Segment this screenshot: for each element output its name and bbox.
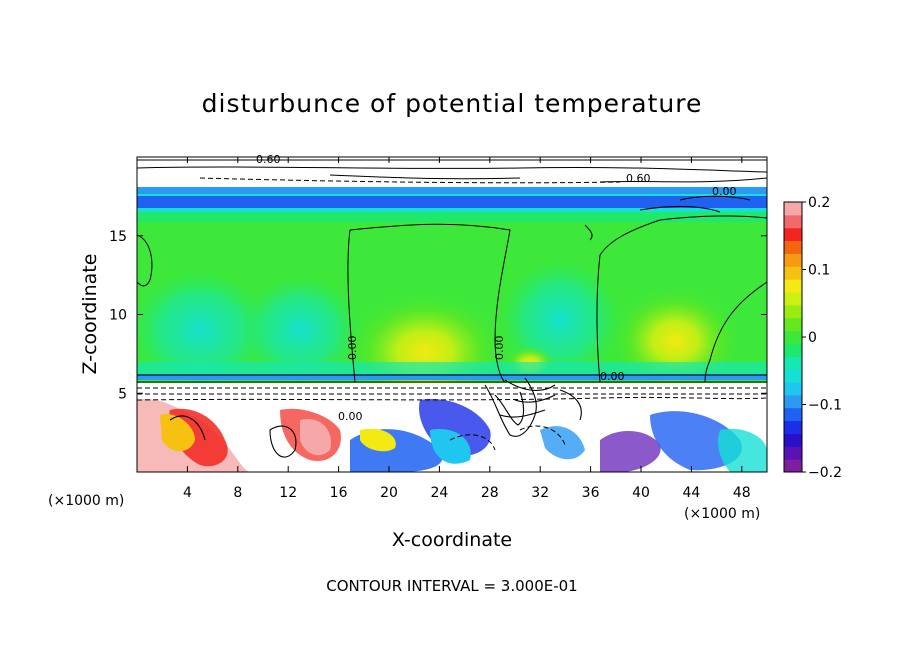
colorbar-swatch bbox=[784, 253, 802, 267]
contour-label-6: 0.00 bbox=[346, 336, 359, 361]
colorbar-swatch bbox=[784, 214, 802, 229]
colorbar-tick-label: −0.1 bbox=[808, 398, 842, 414]
colorbar-swatch bbox=[784, 394, 802, 409]
colorbar-swatch bbox=[784, 202, 802, 216]
colorbar-swatch bbox=[784, 279, 802, 293]
colorbar-swatch bbox=[784, 420, 802, 434]
plot-area bbox=[137, 157, 767, 472]
y-tick-label: 10 bbox=[109, 308, 127, 324]
field-band-green-transition bbox=[137, 212, 767, 222]
x-tick-label: 8 bbox=[233, 485, 242, 501]
contour-label-7: 0.00 bbox=[493, 336, 506, 361]
field-lower-blue-4 bbox=[540, 426, 585, 460]
y-axis: 5 10 15 bbox=[109, 229, 767, 402]
y-axis-unit: (×1000 m) bbox=[48, 493, 124, 509]
colorbar-swatch bbox=[784, 266, 802, 280]
field-lower-cyan-2 bbox=[718, 428, 767, 472]
colorbar bbox=[783, 201, 803, 473]
x-axis-unit: (×1000 m) bbox=[684, 506, 760, 522]
colorbar-swatch bbox=[784, 330, 802, 344]
field-band-mid-cyan bbox=[137, 362, 767, 376]
field-cool-blob-center bbox=[240, 275, 360, 385]
contour-lines-turbulent bbox=[169, 195, 751, 458]
x-axis: 4 8 12 16 20 24 28 32 36 40 44 48 bbox=[183, 157, 751, 501]
contour-label-4: 0.00 bbox=[338, 410, 363, 423]
colorbar-ticks: 0.2 0.1 0 −0.1 −0.2 bbox=[802, 195, 842, 481]
x-tick-label: 20 bbox=[380, 485, 398, 501]
colorbar-swatch bbox=[784, 459, 802, 473]
field-band-lightblue-upper bbox=[137, 186, 767, 194]
colorbar-swatch bbox=[784, 356, 802, 370]
x-tick-label: 40 bbox=[632, 485, 650, 501]
y-tick-label: 15 bbox=[109, 229, 127, 245]
x-axis-label: X-coordinate bbox=[392, 529, 512, 551]
colorbar-tick-label: −0.2 bbox=[808, 465, 842, 481]
colorbar-swatch bbox=[784, 227, 802, 242]
colorbar-tick-label: 0.1 bbox=[808, 263, 830, 279]
x-tick-label: 28 bbox=[481, 485, 499, 501]
y-tick-label: 5 bbox=[118, 386, 127, 402]
x-tick-label: 12 bbox=[279, 485, 297, 501]
field-lower-orange-1 bbox=[160, 414, 195, 452]
contour-label-1: 0.60 bbox=[256, 153, 281, 166]
colorbar-swatch bbox=[784, 369, 802, 383]
field-lower-purple-1 bbox=[600, 430, 661, 472]
field-lower-yellow-1 bbox=[360, 428, 396, 452]
colorbar-swatch bbox=[784, 292, 802, 306]
contour-lines-dashed bbox=[137, 177, 767, 451]
chart-title: disturbunce of potential temperature bbox=[202, 89, 703, 118]
field-band-mid-blue bbox=[137, 374, 767, 380]
contour-label-2: 0.60 bbox=[626, 172, 651, 185]
colorbar-swatch bbox=[784, 382, 802, 396]
x-tick-label: 24 bbox=[430, 485, 448, 501]
colorbar-swatch bbox=[784, 446, 802, 460]
colorbar-swatch bbox=[784, 304, 802, 319]
colorbar-tick-label: 0 bbox=[808, 330, 817, 346]
field-lower-pink-1 bbox=[300, 419, 331, 456]
x-tick-label: 44 bbox=[682, 485, 700, 501]
contour-label-5: 0.00 bbox=[600, 370, 625, 383]
field-cool-blob-left bbox=[137, 270, 270, 390]
colorbar-tick-label: 0.2 bbox=[808, 195, 830, 211]
field-warm-cell-2 bbox=[610, 275, 740, 385]
colorbar-swatch bbox=[784, 240, 802, 254]
colorbar-swatch bbox=[784, 317, 802, 332]
colorbar-swatch bbox=[784, 343, 802, 357]
contour-label-3: 0.00 bbox=[712, 185, 737, 198]
x-tick-label: 4 bbox=[183, 485, 192, 501]
field-lower-blue-3 bbox=[650, 411, 742, 471]
field-band-blue-upper bbox=[137, 196, 767, 208]
colorbar-swatch bbox=[784, 407, 802, 422]
y-axis-label: Z-coordinate bbox=[79, 254, 101, 375]
x-tick-label: 36 bbox=[582, 485, 600, 501]
contour-lines bbox=[137, 159, 767, 383]
x-tick-label: 32 bbox=[531, 485, 549, 501]
x-tick-label: 48 bbox=[733, 485, 751, 501]
contour-interval-note: CONTOUR INTERVAL = 3.000E-01 bbox=[326, 577, 577, 595]
x-tick-label: 16 bbox=[330, 485, 348, 501]
field-lower-cyan-1 bbox=[430, 429, 471, 464]
colorbar-swatch bbox=[784, 433, 802, 447]
